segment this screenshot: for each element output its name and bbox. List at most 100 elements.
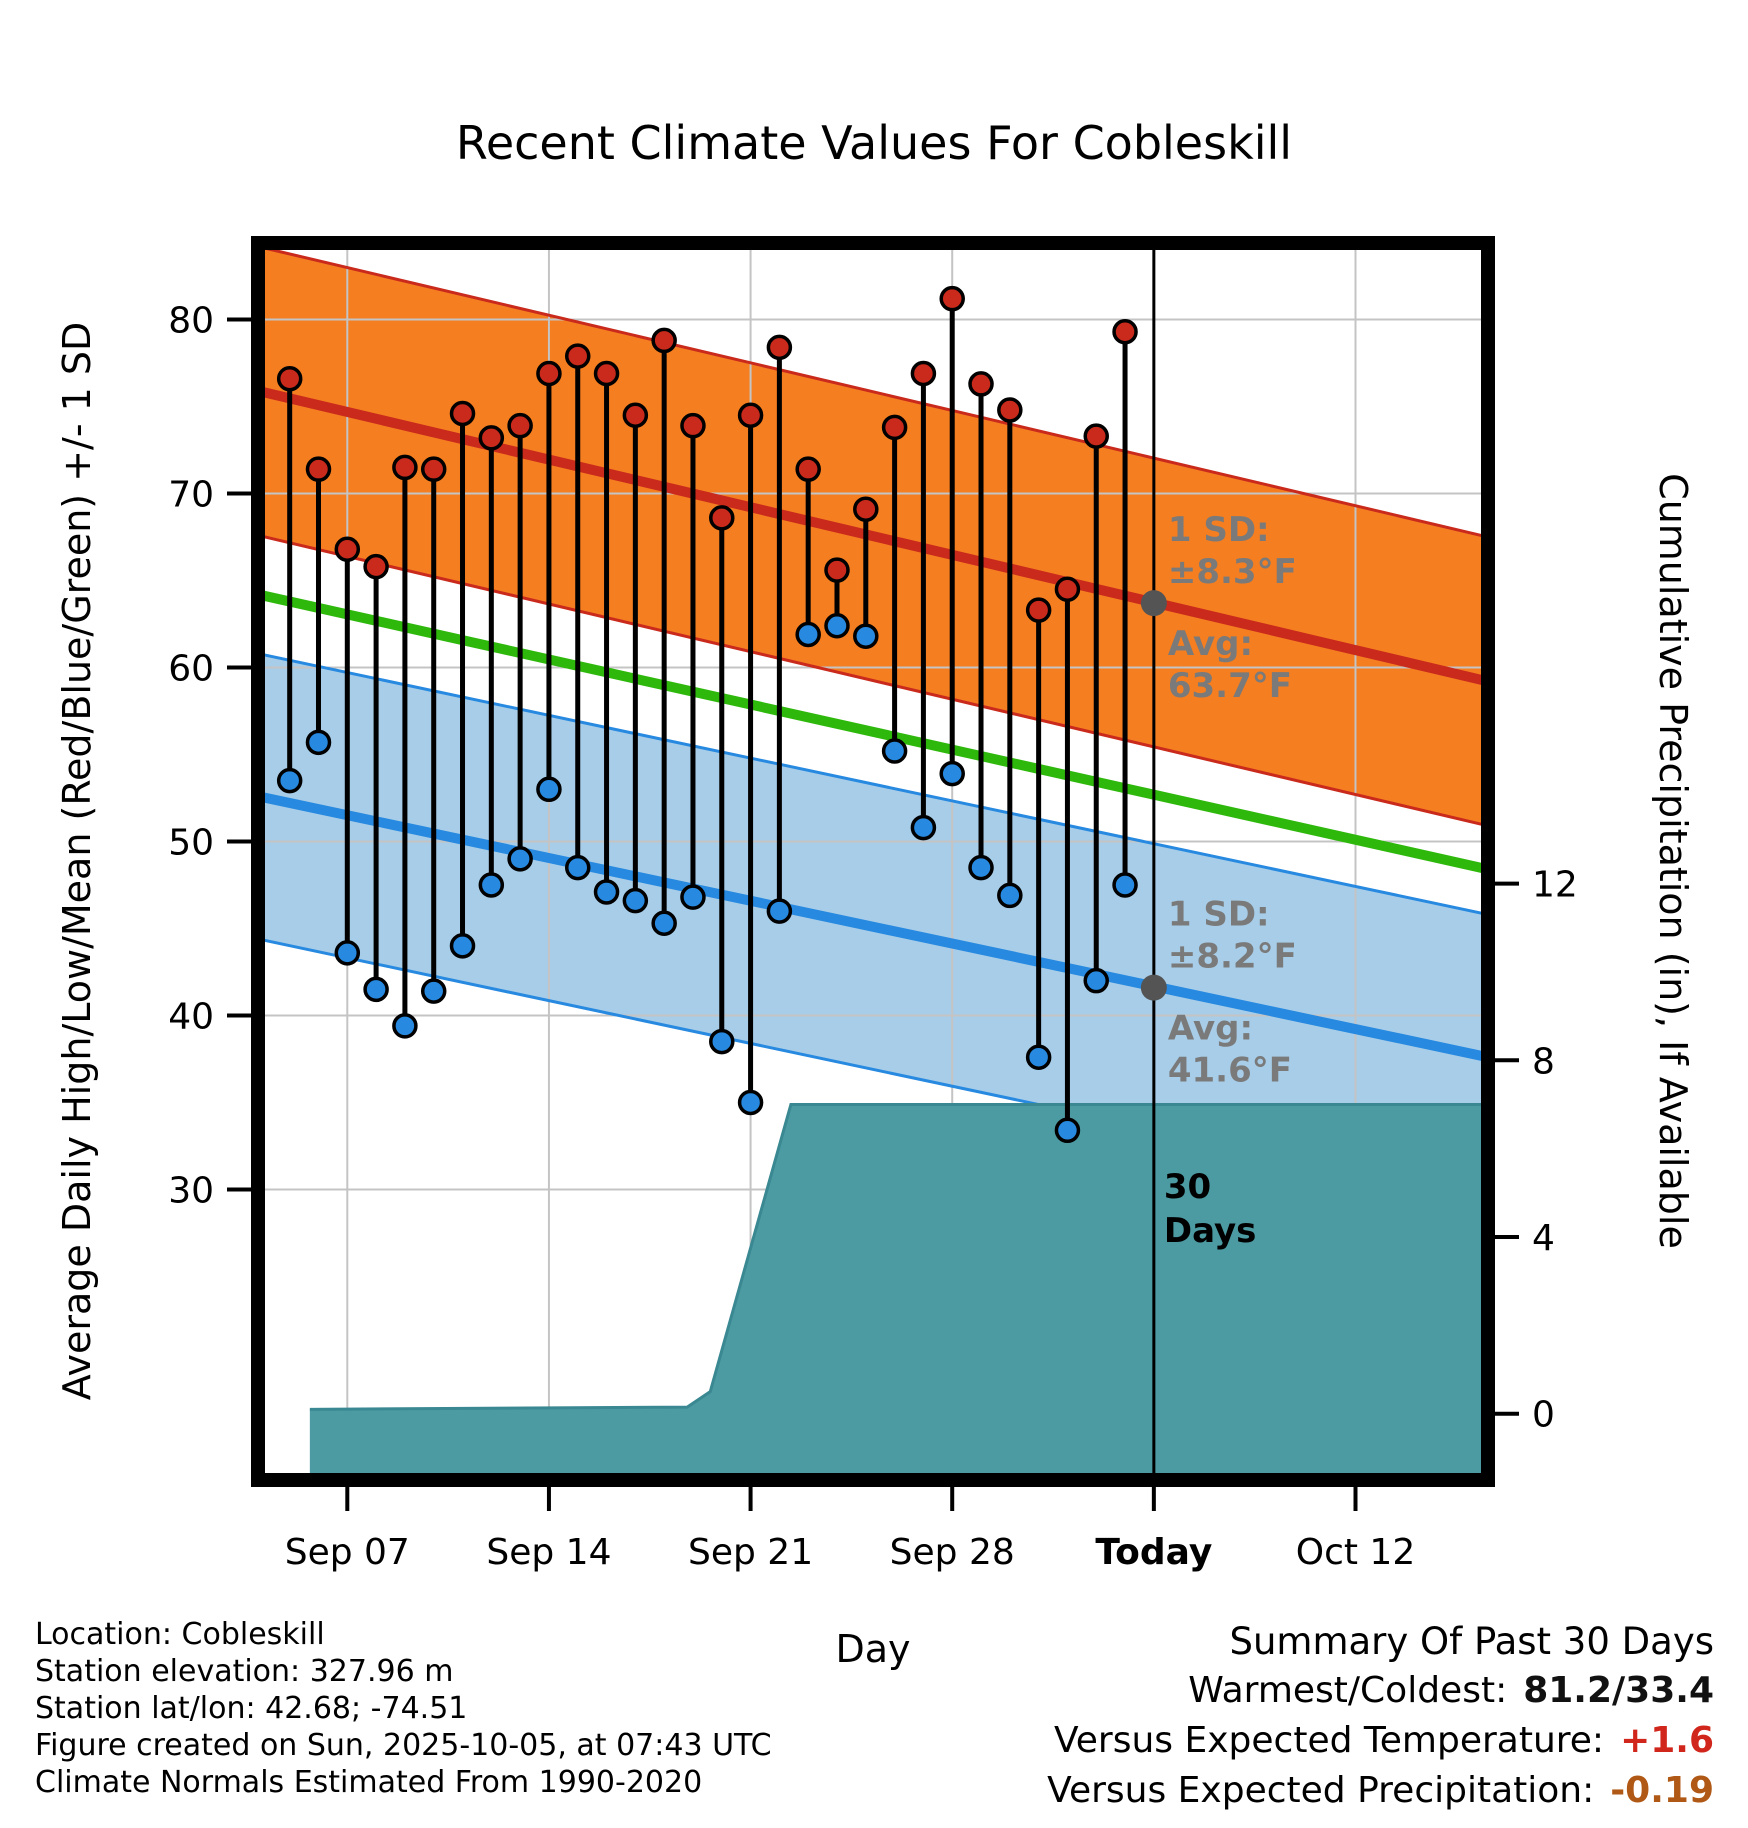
daily-low-dot xyxy=(536,776,562,803)
summary-title: Summary Of Past 30 Days xyxy=(1229,1620,1714,1663)
daily-low-dot xyxy=(622,887,649,914)
period-label-days: Days xyxy=(1164,1211,1257,1251)
period-label-30: 30 xyxy=(1164,1167,1211,1207)
y-left-tick-label: 30 xyxy=(168,1170,214,1211)
summary-label: Warmest/Coldest: xyxy=(1188,1670,1508,1711)
summary-row-vs-expected-precipitation: Versus Expected Precipitation: -0.19 xyxy=(1047,1766,1714,1816)
daily-low-dot xyxy=(507,846,533,872)
daily-high-dot xyxy=(363,553,389,580)
high-stats-sd-value: ±8.3°F xyxy=(1168,552,1297,592)
y-right-tick-label: 12 xyxy=(1532,865,1578,906)
y-right-tick-label: 8 xyxy=(1532,1041,1555,1082)
daily-high-dot xyxy=(766,334,793,361)
daily-high-dot xyxy=(968,371,994,397)
x-tick-label: Sep 14 xyxy=(486,1532,611,1573)
low-stats-sd-label: 1 SD: xyxy=(1168,895,1270,935)
y-left-tick-label: 80 xyxy=(168,301,214,342)
daily-low-dot xyxy=(824,613,850,639)
daily-low-dot xyxy=(564,854,591,881)
y-right-tick-label: 0 xyxy=(1532,1395,1555,1436)
daily-high-dot xyxy=(1083,423,1109,449)
daily-high-dot xyxy=(853,496,879,522)
daily-low-dot xyxy=(420,978,447,1004)
high-stats-sd-label: 1 SD: xyxy=(1168,510,1270,550)
station-info-line: Figure created on Sun, 2025-10-05, at 07… xyxy=(35,1728,772,1763)
daily-low-dot xyxy=(910,814,937,841)
daily-high-dot xyxy=(334,536,361,562)
daily-high-dot xyxy=(536,360,562,387)
station-info-line: Station lat/lon: 42.68; -74.51 xyxy=(35,1691,468,1726)
low-stats-avg-value: 41.6°F xyxy=(1168,1051,1292,1091)
daily-high-dot xyxy=(709,505,735,531)
station-info-line: Station elevation: 327.96 m xyxy=(35,1654,454,1689)
precip-cumulative-edge xyxy=(309,1102,1488,1411)
daily-low-dot xyxy=(737,1089,764,1116)
daily-low-dot xyxy=(1054,1117,1081,1144)
daily-low-dot xyxy=(680,884,706,910)
low-stats-marker xyxy=(1140,974,1167,1001)
station-info-block: Location: Cobleskill Station elevation: … xyxy=(35,1616,772,1801)
summary-value: +1.6 xyxy=(1620,1720,1714,1761)
x-tick-label: Sep 28 xyxy=(890,1532,1015,1573)
summary-block: Summary Of Past 30 Days Warmest/Coldest:… xyxy=(1047,1618,1714,1816)
low-stats-avg-label: Avg: xyxy=(1168,1009,1253,1049)
summary-value: 81.2/33.4 xyxy=(1523,1670,1714,1711)
daily-low-dot xyxy=(363,976,389,1003)
high-stats-avg-label: Avg: xyxy=(1168,624,1253,664)
daily-high-dot xyxy=(680,412,706,439)
daily-low-dot xyxy=(853,623,879,649)
summary-label: Versus Expected Precipitation: xyxy=(1047,1770,1595,1811)
high-band-upper-edge xyxy=(257,245,1489,539)
high-stats-marker xyxy=(1140,590,1167,617)
daily-high-dot xyxy=(997,397,1023,423)
daily-high-dot xyxy=(276,365,303,392)
daily-low-dot xyxy=(939,760,965,787)
precip-cumulative-area xyxy=(309,1104,1489,1480)
daily-low-dot xyxy=(593,879,620,905)
x-tick-label: Sep 21 xyxy=(688,1532,813,1573)
daily-low-dot xyxy=(997,882,1023,909)
daily-low-dot xyxy=(478,872,505,898)
daily-high-dot xyxy=(824,557,850,583)
daily-low-dot xyxy=(276,767,303,794)
daily-high-dot xyxy=(392,454,418,481)
daily-high-dot xyxy=(1112,318,1138,345)
x-axis-label: Day xyxy=(835,1627,910,1671)
low-stats-sd-value: ±8.2°F xyxy=(1168,937,1297,977)
plot-border xyxy=(251,236,1495,1487)
daily-low-dot xyxy=(766,898,793,924)
daily-low-dot xyxy=(709,1028,735,1055)
y-left-tick-label: 70 xyxy=(168,475,214,516)
y-left-tick-label: 50 xyxy=(168,822,214,863)
daily-low-dot xyxy=(449,933,476,959)
station-info-line: Climate Normals Estimated From 1990-2020 xyxy=(35,1765,703,1800)
daily-high-dot xyxy=(737,402,764,428)
y-right-tick-label: 4 xyxy=(1532,1218,1555,1259)
x-tick-label: Today xyxy=(1095,1532,1212,1573)
daily-high-dot xyxy=(507,412,533,439)
summary-row-warmest-coldest: Warmest/Coldest: 81.2/33.4 xyxy=(1047,1666,1714,1716)
daily-low-dot xyxy=(968,854,994,881)
y-left-tick-label: 60 xyxy=(168,649,214,690)
daily-high-dot xyxy=(795,456,821,482)
daily-low-dot xyxy=(795,621,821,648)
summary-label: Versus Expected Temperature: xyxy=(1053,1720,1605,1761)
daily-high-dot xyxy=(564,343,591,369)
daily-low-dot xyxy=(1083,967,1109,994)
daily-high-dot xyxy=(1025,597,1052,623)
y-right-axis-label: Cumulative Precipitation (in), If Availa… xyxy=(1651,473,1695,1249)
daily-high-dot xyxy=(305,456,332,482)
daily-high-dot xyxy=(881,414,908,441)
summary-row-vs-expected-temperature: Versus Expected Temperature: +1.6 xyxy=(1047,1716,1714,1766)
daily-high-dot xyxy=(622,402,649,428)
daily-high-dot xyxy=(651,327,677,354)
daily-high-dot xyxy=(449,400,476,427)
daily-high-dot xyxy=(593,360,620,387)
daily-low-dot xyxy=(392,1013,418,1039)
daily-low-dot xyxy=(1112,872,1138,898)
chart-title: Recent Climate Values For Cobleskill xyxy=(455,116,1293,170)
summary-value: -0.19 xyxy=(1610,1770,1714,1811)
daily-high-dot xyxy=(939,285,965,312)
